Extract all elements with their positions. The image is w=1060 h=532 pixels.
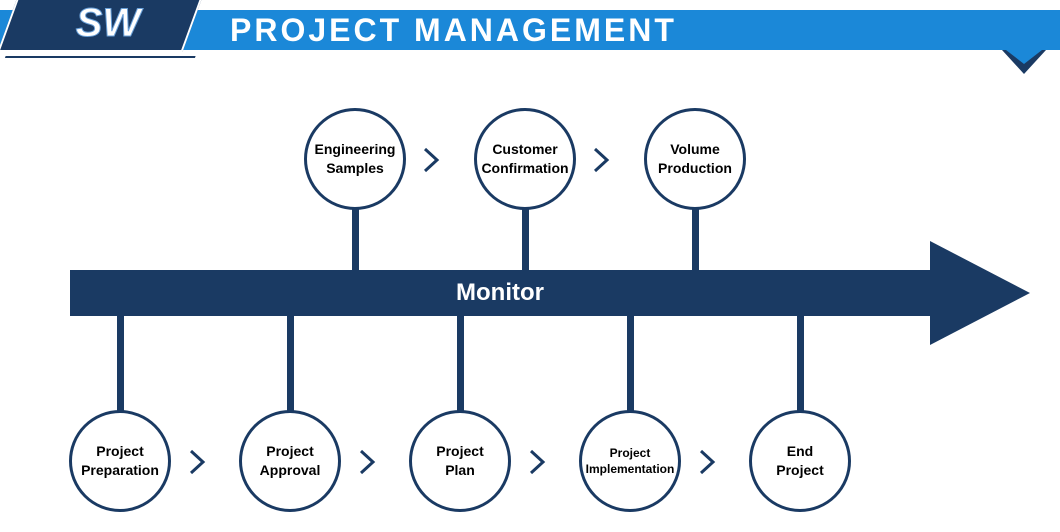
logo-icon: SW <box>50 0 170 48</box>
node-customer-confirmation: Customer Confirmation <box>474 108 576 210</box>
node-label-line1: Engineering <box>315 140 396 159</box>
stem-top-3 <box>692 200 699 275</box>
stem-bottom-4 <box>627 312 634 417</box>
corner-flag-inset <box>1006 50 1042 64</box>
node-label-line1: Project <box>436 442 483 461</box>
node-project-plan: Project Plan <box>409 410 511 512</box>
stem-bottom-2 <box>287 312 294 417</box>
chevron-icon <box>592 146 612 174</box>
node-end-project: End Project <box>749 410 851 512</box>
chevron-icon <box>188 448 208 476</box>
node-label-line1: Volume <box>670 140 720 159</box>
title-underline <box>5 52 197 58</box>
node-label-line2: Project <box>776 461 823 480</box>
monitor-label: Monitor <box>456 279 544 307</box>
node-project-approval: Project Approval <box>239 410 341 512</box>
stem-bottom-1 <box>117 312 124 417</box>
node-label-line1: Customer <box>492 140 557 159</box>
node-label-line2: Approval <box>260 461 321 480</box>
node-volume-production: Volume Production <box>644 108 746 210</box>
chevron-icon <box>698 448 718 476</box>
stem-bottom-5 <box>797 312 804 417</box>
node-label-line2: Plan <box>445 461 475 480</box>
node-label-line2: Samples <box>326 159 384 178</box>
header: PROJECT MANAGEMENT SW <box>0 0 1060 62</box>
node-label-line2: Preparation <box>81 461 159 480</box>
node-label-line2: Production <box>658 159 732 178</box>
node-label-line2: Implementation <box>586 461 675 477</box>
node-label-line1: Project <box>266 442 313 461</box>
flow-diagram: Monitor Engineering Samples Customer Con… <box>0 90 1060 532</box>
page-title: PROJECT MANAGEMENT <box>230 12 677 49</box>
monitor-arrowhead <box>930 241 1030 345</box>
chevron-icon <box>528 448 548 476</box>
node-project-preparation: Project Preparation <box>69 410 171 512</box>
node-engineering-samples: Engineering Samples <box>304 108 406 210</box>
chevron-icon <box>422 146 442 174</box>
stem-top-2 <box>522 200 529 275</box>
node-project-implementation: Project Implementation <box>579 410 681 512</box>
stem-bottom-3 <box>457 312 464 417</box>
monitor-bar: Monitor <box>70 270 930 316</box>
node-label-line1: Project <box>610 445 651 461</box>
stem-top-1 <box>352 200 359 275</box>
logo: SW <box>30 0 190 52</box>
node-label-line1: End <box>787 442 813 461</box>
node-label-line1: Project <box>96 442 143 461</box>
logo-text-glyph: SW <box>76 1 144 45</box>
node-label-line2: Confirmation <box>481 159 568 178</box>
chevron-icon <box>358 448 378 476</box>
